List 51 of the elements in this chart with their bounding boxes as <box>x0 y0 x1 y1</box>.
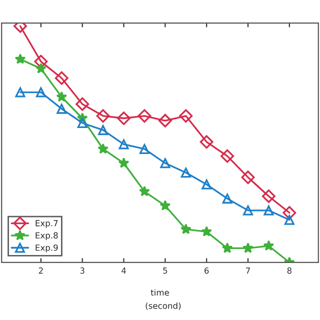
point <box>160 200 171 210</box>
point <box>202 179 212 190</box>
point <box>139 144 150 154</box>
point <box>243 205 253 216</box>
point <box>117 112 130 125</box>
point <box>222 242 233 253</box>
x-tick-label: 4 <box>122 268 126 274</box>
point <box>282 206 296 220</box>
point <box>284 214 294 225</box>
point <box>201 226 212 236</box>
point <box>139 186 150 196</box>
legend-label: Exp.9 <box>36 244 58 252</box>
point <box>96 109 110 123</box>
point <box>34 54 48 68</box>
point <box>241 170 255 184</box>
point <box>180 224 192 234</box>
point <box>56 104 67 114</box>
point <box>179 109 193 123</box>
x-axis-title: time <box>150 289 169 296</box>
point <box>98 143 109 154</box>
point <box>200 135 214 149</box>
point <box>77 118 88 128</box>
point <box>118 139 129 150</box>
point <box>76 97 90 111</box>
x-tick-label: 5 <box>163 268 168 274</box>
x-tick-label: 2 <box>38 267 43 274</box>
point <box>56 91 68 102</box>
point <box>264 205 274 216</box>
point <box>262 190 276 203</box>
text: (second) <box>146 302 181 310</box>
point <box>35 62 46 74</box>
x-tick-label: 6 <box>204 267 209 274</box>
x-tick-label: 7 <box>246 268 250 274</box>
legend-label: Exp.7 <box>36 220 58 228</box>
point <box>263 240 274 251</box>
legend-label: Exp.8 <box>36 232 58 240</box>
point <box>118 157 130 168</box>
x-tick-label: 8 <box>287 267 292 274</box>
x-tick-label: 3 <box>80 267 84 274</box>
point <box>220 149 234 163</box>
point <box>54 71 68 85</box>
point <box>138 109 152 123</box>
point <box>242 242 254 253</box>
point <box>160 158 170 168</box>
point <box>158 114 172 128</box>
point <box>222 194 232 204</box>
point <box>14 53 26 64</box>
point <box>180 168 191 178</box>
point <box>98 125 108 136</box>
point <box>15 87 26 98</box>
point <box>36 87 46 98</box>
